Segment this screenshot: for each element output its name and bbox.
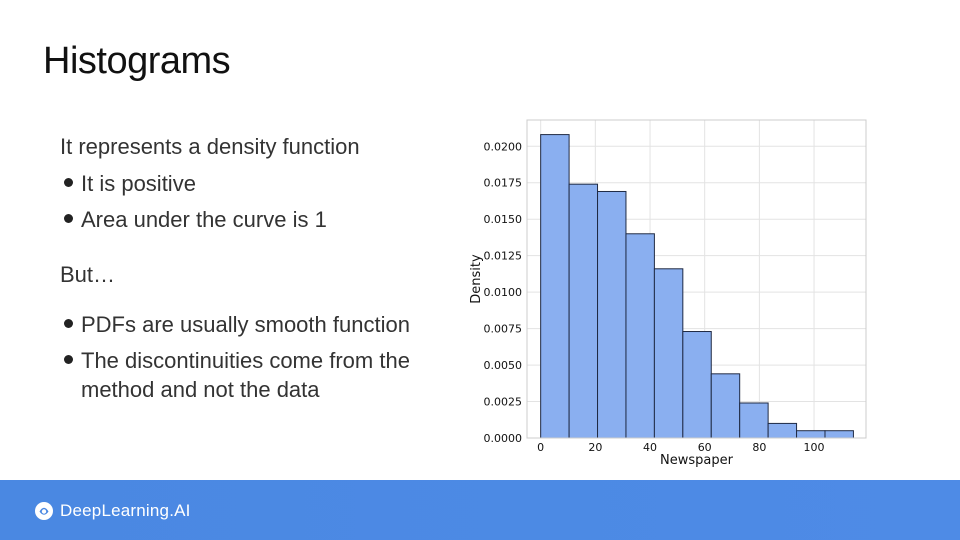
y-tick-label: 0.0150: [484, 213, 523, 226]
histogram-bar: [597, 190, 627, 439]
histogram-bar: [625, 233, 655, 439]
y-tick-label: 0.0100: [484, 286, 523, 299]
footer-bar: DeepLearning.AI: [0, 480, 960, 540]
x-axis-label: Newspaper: [660, 453, 734, 468]
x-tick-label: 20: [588, 441, 602, 454]
slide-text: It represents a density function It is p…: [0, 0, 460, 480]
histogram-bar: [739, 402, 769, 439]
histogram-bar: [568, 183, 599, 439]
bar-layer: [540, 134, 854, 439]
brand: DeepLearning.AI: [34, 500, 191, 522]
x-tick-label: 0: [537, 441, 544, 454]
intro-text: It represents a density function: [60, 134, 360, 159]
y-tick-label: 0.0200: [484, 140, 523, 153]
bullet-area: Area under the curve is 1: [81, 207, 327, 232]
histogram-bar: [767, 422, 798, 439]
histogram-bar: [796, 430, 826, 439]
x-tick-label: 40: [643, 441, 657, 454]
histogram-chart: 0.0000 0.0025 0.0050 0.0075 0.0100 0.0125 0.01…: [460, 108, 880, 470]
x-tick-label: 80: [752, 441, 766, 454]
bullet-discontinuities: The discontinuities come from the: [81, 348, 410, 373]
slide-title: Histograms: [43, 40, 231, 82]
y-tick-label: 0.0000: [484, 432, 523, 445]
bullet-dot: [64, 355, 73, 364]
bullet-positive: It is positive: [81, 171, 196, 196]
y-tick-label: 0.0050: [484, 359, 523, 372]
histogram-bar: [710, 373, 741, 439]
histogram-svg: 0.0000 0.0025 0.0050 0.0075 0.0100 0.0125 0.01…: [469, 119, 867, 468]
histogram-bar: [653, 268, 684, 439]
y-axis-label: Density: [469, 254, 484, 304]
bullet-dot: [64, 319, 73, 328]
histogram-bar: [824, 430, 854, 439]
histogram-bar: [682, 331, 712, 439]
deeplearning-logo-icon: [35, 502, 53, 520]
y-tick-label: 0.0075: [484, 323, 523, 336]
transition-text: But…: [60, 262, 116, 287]
bullet-smooth: PDFs are usually smooth function: [81, 312, 410, 337]
bullet-dot: [64, 214, 73, 223]
bullet-dot: [64, 178, 73, 187]
tick-layer: 0.0000 0.0025 0.0050 0.0075 0.0100 0.0125 0.01…: [484, 140, 825, 454]
x-tick-label: 60: [698, 441, 712, 454]
plot-frame: [526, 119, 867, 439]
y-tick-label: 0.0025: [484, 396, 523, 409]
brand-name: DeepLearning.AI: [60, 501, 191, 520]
y-tick-label: 0.0125: [484, 250, 523, 263]
histogram-bar: [540, 134, 570, 439]
x-tick-label: 100: [804, 441, 825, 454]
bullet-discontinuities-cont: method and not the data: [81, 377, 320, 402]
y-tick-label: 0.0175: [484, 177, 523, 190]
